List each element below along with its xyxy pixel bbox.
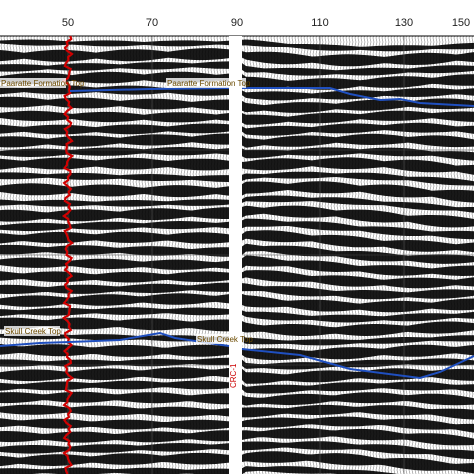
well-label: CRC-1 — [229, 363, 238, 388]
top-axis: 50 70 90 110 130 150 — [62, 17, 470, 29]
axis-tick-label: 150 — [452, 17, 470, 29]
reflector — [0, 195, 474, 213]
horizon-paaratte — [69, 87, 474, 107]
horizon-skull-creek — [0, 331, 474, 380]
horizon-label: Paaratte Formation Top — [167, 79, 251, 88]
axis-tick-label: 50 — [62, 17, 74, 29]
reflector — [0, 451, 474, 474]
reflector — [0, 307, 474, 323]
label-bg — [4, 326, 60, 336]
horizon-label: Skull Creek Top — [197, 335, 253, 344]
label-bg — [196, 334, 244, 344]
horizon-label: Skull Creek Top — [5, 327, 61, 336]
reflector — [0, 466, 398, 474]
reflector — [0, 39, 474, 52]
axis-tick-label: 130 — [395, 17, 413, 29]
well-log — [61, 35, 75, 474]
axis-tick-label: 90 — [231, 17, 243, 29]
label-bg — [0, 78, 66, 88]
reflector — [0, 270, 474, 289]
horizon-label: Paaratte Formation Top — [1, 79, 85, 88]
data-gap — [229, 36, 242, 474]
axis-tick-label: 70 — [146, 17, 158, 29]
label-bg — [166, 78, 246, 88]
reflector — [0, 218, 474, 240]
reflector — [0, 48, 474, 67]
axis-tick-label: 110 — [311, 17, 329, 29]
